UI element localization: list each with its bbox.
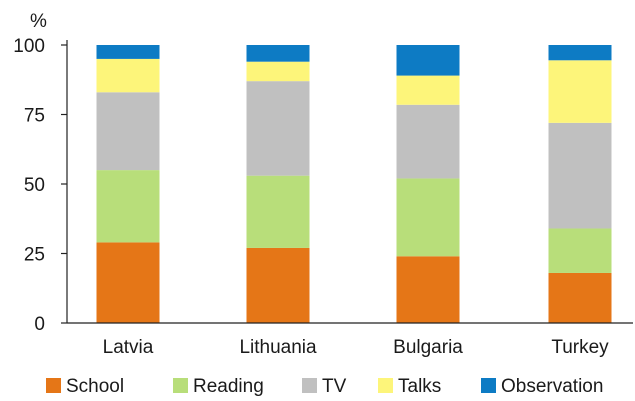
bar-segment-bulgaria-tv xyxy=(396,104,460,179)
bar-segment-bulgaria-observation xyxy=(396,45,460,76)
y-tick-label: 25 xyxy=(24,245,45,266)
legend: School Reading TV Talks Observation xyxy=(46,376,603,397)
bar-segment-lithuania-talks xyxy=(246,61,310,82)
bar-segment-lithuania-observation xyxy=(246,45,310,62)
axes-layer: 0 25 50 75 100 Latvia Lithuania Bulgaria Turkey xyxy=(13,36,633,358)
bar-segment-turkey-reading xyxy=(548,228,612,273)
bar-segment-lithuania-tv xyxy=(246,81,310,176)
bar-segment-turkey-observation xyxy=(548,45,612,61)
legend-label-tv: TV xyxy=(322,376,347,396)
legend-swatch-talks xyxy=(378,378,393,393)
bars-layer xyxy=(96,45,612,323)
bar-segment-bulgaria-reading xyxy=(396,178,460,257)
bar-segment-latvia-tv xyxy=(96,92,160,171)
bar-segment-latvia-observation xyxy=(96,45,160,59)
bar-segment-latvia-reading xyxy=(96,170,160,243)
bar-segment-turkey-tv xyxy=(548,122,612,229)
bar-segment-latvia-school xyxy=(96,242,160,323)
y-tick-label: 100 xyxy=(13,36,45,57)
bar-segment-lithuania-school xyxy=(246,247,310,323)
bar-segment-turkey-school xyxy=(548,272,612,323)
y-tick-label: 75 xyxy=(24,106,45,127)
bar-segment-bulgaria-talks xyxy=(396,75,460,105)
y-axis-label: % xyxy=(30,11,47,32)
legend-label-talks: Talks xyxy=(398,376,441,396)
x-tick-label: Bulgaria xyxy=(393,337,463,358)
legend-swatch-observation xyxy=(481,378,496,393)
legend-label-observation: Observation xyxy=(501,376,603,396)
legend-label-reading: Reading xyxy=(193,376,264,396)
bar-segment-turkey-talks xyxy=(548,60,612,123)
y-tick-label: 50 xyxy=(24,175,45,196)
legend-label-school: School xyxy=(66,376,124,396)
x-tick-label: Turkey xyxy=(551,337,609,358)
y-tick-label: 0 xyxy=(34,314,45,335)
legend-swatch-reading xyxy=(173,378,188,393)
x-tick-label: Latvia xyxy=(103,337,154,358)
bar-segment-lithuania-reading xyxy=(246,175,310,248)
bar-segment-bulgaria-school xyxy=(396,256,460,323)
legend-swatch-tv xyxy=(302,378,317,393)
bar-segment-latvia-talks xyxy=(96,58,160,93)
x-tick-label: Lithuania xyxy=(239,337,317,358)
legend-swatch-school xyxy=(46,378,61,393)
